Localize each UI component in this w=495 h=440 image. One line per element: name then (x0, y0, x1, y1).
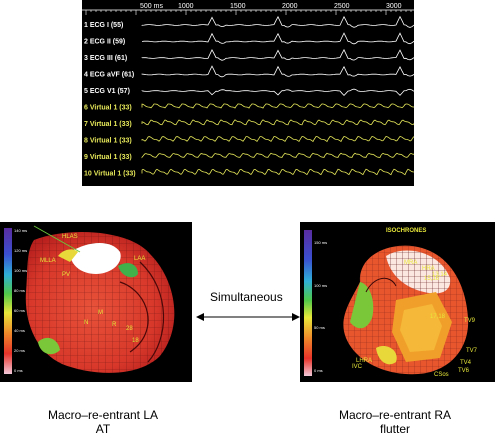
time-axis-tick-label: 2000 (282, 3, 298, 10)
channel-label: 7 Virtual 1 (33) (84, 121, 132, 128)
channel-trace (141, 152, 414, 159)
right-map-graphic (304, 230, 469, 376)
right-caption-line2: flutter (379, 422, 410, 436)
anatomical-label: R (112, 322, 117, 328)
electrogram-traces: 500 ms 1000 1500 2000 2500 3000 1 ECG I (55) 2 … (82, 3, 414, 178)
scale-tick-label: 120 ms (14, 248, 28, 253)
scale-tick-label: 100 ms (14, 268, 28, 273)
channel-label: 6 Virtual 1 (33) (84, 105, 132, 112)
anatomical-label: MLLA (40, 258, 56, 264)
channel-trace (141, 65, 414, 78)
channel-trace (141, 88, 414, 96)
channel-trace (141, 168, 414, 176)
scale-tick-label: 150 ms (314, 240, 328, 245)
anatomical-label: TV7 (466, 348, 478, 354)
anatomical-label: CSos (434, 372, 449, 378)
scale-tick-label: 100 ms (314, 282, 328, 288)
scale-tick-label: 140 ms (14, 228, 28, 233)
anatomical-label: 28 (126, 326, 133, 332)
anatomical-label: HRA (422, 266, 435, 272)
right-atrial-activation-map: ISOCHRONES 150 ms 100 ms 50 ms 0 ms MRA HRA 1… (300, 222, 495, 382)
scale-tick-label: 20 ms (14, 348, 25, 353)
simultaneous-label: Simultaneous (210, 290, 283, 304)
double-headed-arrow (196, 313, 300, 321)
time-axis-tick-label: 2500 (334, 3, 350, 10)
scale-tick-label: 40 ms (14, 328, 25, 333)
scale-tick-label: 60 ms (14, 308, 25, 313)
anatomical-label: M (98, 310, 103, 316)
channel-label: 9 Virtual 1 (33) (84, 154, 132, 161)
anatomical-label: TV9 (464, 318, 476, 324)
channel-label: 1 ECG I (55) (84, 22, 123, 29)
channel-trace (141, 119, 414, 126)
channel-label: 3 ECG III (61) (84, 55, 127, 62)
channel-label: 2 ECG II (59) (84, 39, 125, 46)
right-scale-bar (304, 230, 312, 376)
anatomical-label: MRA (404, 260, 418, 266)
left-scale-bar (4, 228, 12, 374)
scale-tick-label: 0 ms (14, 368, 23, 373)
channel-label: 4 ECG aVF (61) (84, 72, 134, 79)
time-axis-unit-label: 500 ms (140, 3, 163, 10)
anatomical-label: 17,18 (430, 314, 446, 320)
channel-label: 5 ECG V1 (57) (84, 88, 130, 95)
channel-trace (141, 103, 414, 109)
anatomical-label: TV6 (458, 368, 470, 374)
channel-trace (141, 15, 414, 28)
scale-tick-label: 0 ms (314, 368, 323, 373)
anatomical-label: HLAS (62, 234, 78, 240)
time-axis-tick-label: 1000 (178, 3, 194, 10)
anatomical-label: 13,14 (432, 272, 448, 278)
left-atrial-activation-map: 140 ms 120 ms 100 ms 80 ms 60 ms 40 ms 20 ms 0 … (0, 222, 192, 382)
left-map-graphic (4, 225, 175, 374)
channel-trace (141, 136, 414, 143)
right-caption-line1: Macro–re-entrant RA (338, 408, 452, 422)
scale-tick-label: 80 ms (14, 288, 25, 293)
channel-label: 8 Virtual 1 (33) (84, 138, 132, 145)
left-caption-line1: Macro–re-entrant LA (47, 408, 159, 422)
anatomical-label: 18 (132, 338, 139, 344)
electrogram-panel: 500 ms 1000 1500 2000 2500 3000 1 ECG I (55) 2 … (82, 0, 414, 186)
channel-trace (141, 48, 414, 61)
left-map-caption: Macro–re-entrant LA AT (38, 408, 168, 436)
anatomical-label: LAA (134, 256, 146, 262)
left-caption-line2: AT (95, 422, 111, 436)
isochrones-title: ISOCHRONES (386, 228, 427, 234)
left-mitral-opening (70, 243, 121, 274)
channel-trace (141, 32, 414, 45)
right-map-caption: Macro–re-entrant RA flutter (330, 408, 460, 436)
anatomical-label: 15,16 (424, 276, 440, 282)
anatomical-label: TV4 (460, 360, 472, 366)
channel-label: 10 Virtual 1 (33) (84, 171, 136, 178)
scale-tick-label: 50 ms (314, 325, 325, 331)
time-axis-tick-label: 3000 (386, 3, 402, 10)
anatomical-label: PV (62, 272, 71, 278)
time-axis-tick-label: 1500 (230, 3, 246, 10)
anatomical-label: N (84, 320, 89, 326)
anatomical-label: LHRA (356, 358, 373, 364)
anatomical-label: IVC (352, 364, 363, 370)
